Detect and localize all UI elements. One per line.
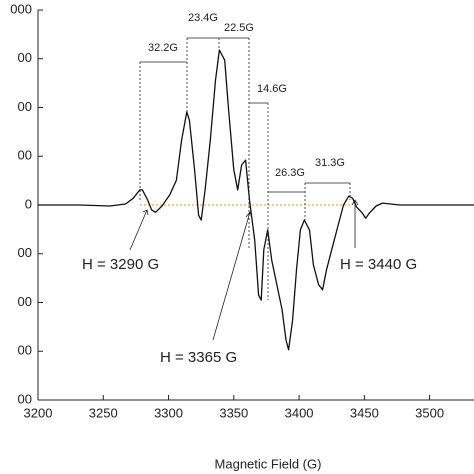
y-tick-label: 00 <box>18 294 32 309</box>
x-tick-label: 3350 <box>219 405 248 420</box>
field-label: H = 3365 G <box>160 349 237 366</box>
y-tick-label: 00 <box>18 391 32 406</box>
splitting-label: 23.4G <box>188 12 218 24</box>
field-label: H = 3440 G <box>340 256 417 273</box>
brackets <box>140 37 350 193</box>
splitting-label: 31.3G <box>315 157 345 169</box>
splitting-label: 14.6G <box>257 83 287 95</box>
y-tick-label: 000 <box>10 1 32 16</box>
x-axis-label: Magnetic Field (G) <box>215 456 322 471</box>
y-tick-label: 00 <box>18 343 32 358</box>
y-tick-label: 00 <box>18 99 32 114</box>
spectrum-line <box>38 49 474 351</box>
y-tick-label: 0 <box>25 196 32 211</box>
arrows <box>129 199 359 341</box>
splitting-label: 32.2G <box>148 42 178 54</box>
x-tick-label: 3450 <box>350 405 379 420</box>
y-tick-label: 00 <box>18 50 32 65</box>
field-label: H = 3290 G <box>82 256 159 273</box>
annotations: 32.2G 23.4G 22.5G 14.6G 26.3G 31.3G H = … <box>82 12 417 366</box>
y-tick-label: 00 <box>18 148 32 163</box>
splitting-label: 26.3G <box>275 167 305 179</box>
guide-lines <box>139 38 351 300</box>
x-tick-label: 3500 <box>415 405 444 420</box>
y-tick-label: 00 <box>18 245 32 260</box>
x-tick-label: 3250 <box>89 405 118 420</box>
x-tick-label: 3300 <box>154 405 183 420</box>
x-tick-label: 3200 <box>24 405 53 420</box>
x-tick-label: 3400 <box>285 405 314 420</box>
splitting-label: 22.5G <box>224 22 254 34</box>
